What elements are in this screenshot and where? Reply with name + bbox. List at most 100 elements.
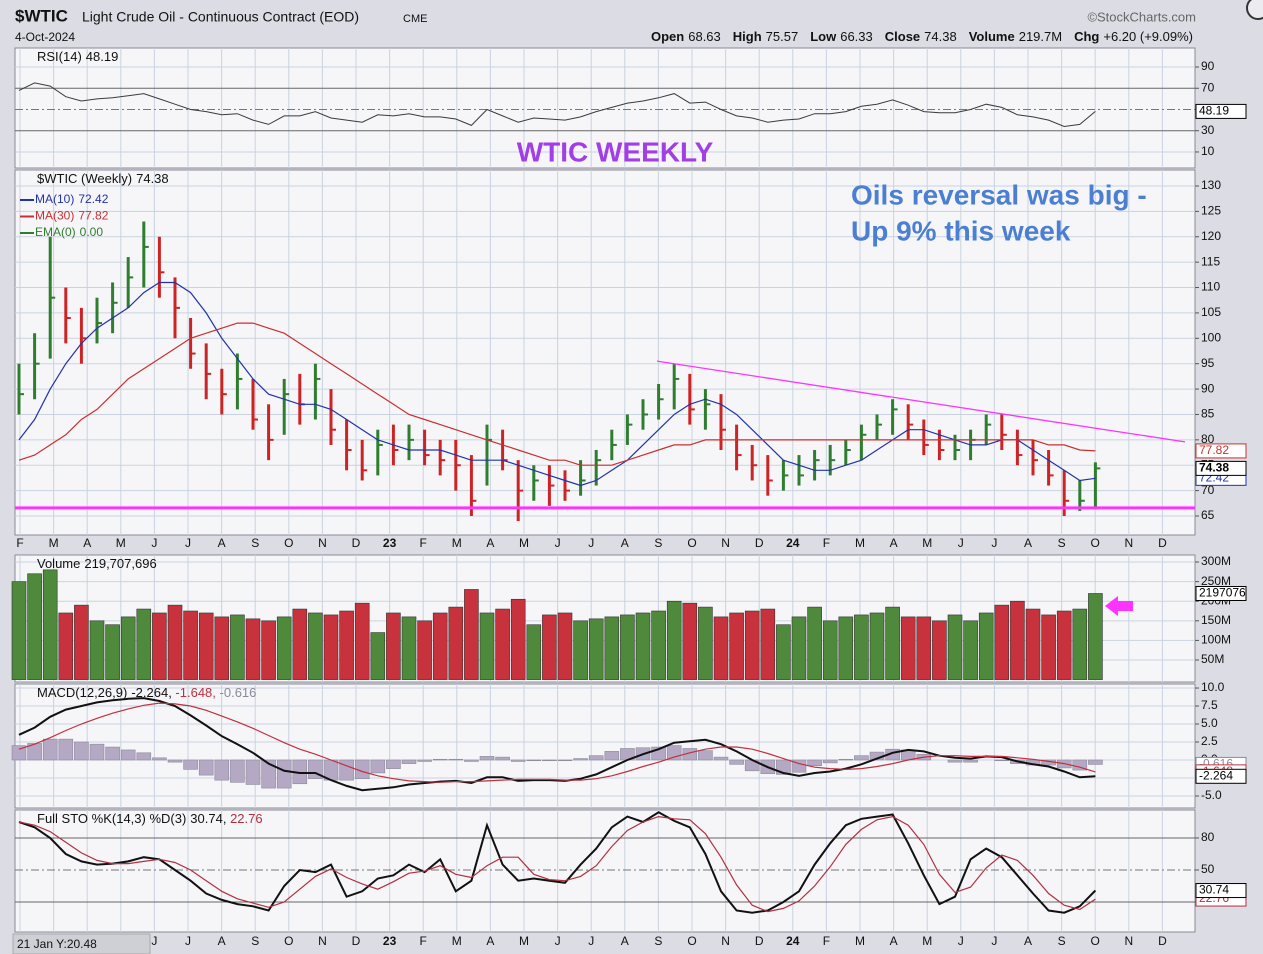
y-tick-label: 70 bbox=[1201, 80, 1215, 94]
legend-value: 77.82 bbox=[78, 209, 108, 223]
histogram-bar bbox=[370, 759, 386, 774]
volume-bar bbox=[417, 620, 432, 680]
volume-bar bbox=[11, 581, 27, 680]
volume-bar bbox=[370, 632, 386, 680]
volume-bar bbox=[1072, 608, 1088, 680]
x-tick-label: M bbox=[855, 536, 865, 550]
legend-entry: MA(10) 72.42 bbox=[35, 192, 109, 206]
y-tick-label: 130 bbox=[1201, 178, 1221, 192]
symbol: $WTIC bbox=[15, 6, 68, 25]
annotation: Up 9% this week bbox=[851, 215, 1071, 246]
x-tick-label: D bbox=[755, 536, 764, 550]
y-tick-label: 85 bbox=[1201, 407, 1215, 421]
value-tag-label: 48.19 bbox=[1199, 104, 1229, 118]
x-tick-label: S bbox=[1058, 934, 1066, 948]
volume-bar bbox=[386, 612, 401, 680]
x-tick-label: D bbox=[1158, 934, 1167, 948]
volume-bar bbox=[526, 624, 542, 680]
x-tick-label: J bbox=[555, 934, 561, 948]
x-tick-label: F bbox=[823, 536, 830, 550]
legend-entry: EMA(0) 0.00 bbox=[35, 225, 103, 239]
y-tick-label: -5.0 bbox=[1201, 788, 1222, 802]
volume-bar bbox=[1088, 593, 1103, 680]
panel-legend: RSI(14) 48.19 bbox=[37, 49, 118, 64]
y-tick-label: 2.5 bbox=[1201, 734, 1218, 748]
volume-bar bbox=[308, 612, 323, 680]
x-tick-label: S bbox=[1058, 536, 1066, 550]
histogram-bar bbox=[479, 756, 495, 761]
x-tick-label: J bbox=[151, 536, 157, 550]
volume-bar bbox=[666, 600, 682, 680]
x-tick-label: N bbox=[1124, 536, 1133, 550]
annotation: WTIC WEEKLY bbox=[517, 136, 714, 167]
legend-title: MACD(12,26,9) bbox=[37, 685, 127, 700]
quote-value: +6.20 (+9.09%) bbox=[1103, 29, 1193, 44]
value-tag-label: 2197076 bbox=[1199, 586, 1246, 600]
x-tick-label: M bbox=[116, 536, 126, 550]
x-tick-label: A bbox=[486, 536, 494, 550]
close-icon[interactable] bbox=[1246, 0, 1263, 20]
x-tick-label: F bbox=[16, 536, 23, 550]
histogram-bar bbox=[230, 759, 245, 783]
x-tick-label: O bbox=[284, 934, 293, 948]
volume-bar bbox=[261, 620, 276, 680]
histogram-bar bbox=[838, 758, 854, 761]
volume-bar bbox=[495, 608, 510, 680]
exchange: CME bbox=[403, 13, 427, 25]
histogram-bar bbox=[120, 749, 136, 761]
panel-legend: MACD(12,26,9) -2.264, -1.648, -0.616 bbox=[37, 685, 256, 700]
x-tick-label: 23 bbox=[383, 934, 397, 948]
x-tick-label: N bbox=[721, 934, 730, 948]
brand: ©StockCharts.com bbox=[1087, 9, 1196, 24]
panel-legend: $WTIC (Weekly) 74.38 bbox=[37, 171, 169, 186]
histogram-bar bbox=[526, 759, 542, 762]
indicator-line bbox=[18, 815, 1096, 913]
x-tick-label: M bbox=[519, 934, 529, 948]
histogram-bar bbox=[666, 745, 682, 761]
legend-value: 48.19 bbox=[86, 49, 119, 64]
y-tick-label: 50M bbox=[1201, 652, 1224, 666]
panel-legend: Full STO %K(14,3) %D(3) 30.74, 22.76 bbox=[37, 811, 263, 826]
x-tick-label: A bbox=[83, 536, 91, 550]
y-tick-label: 115 bbox=[1201, 254, 1220, 268]
y-tick-label: 65 bbox=[1201, 508, 1215, 522]
volume-bar bbox=[167, 604, 183, 680]
value-tag bbox=[1195, 443, 1247, 459]
y-tick-label: 30 bbox=[1201, 123, 1215, 137]
x-tick-label: O bbox=[687, 934, 696, 948]
histogram-bar bbox=[167, 759, 183, 763]
volume-bar bbox=[682, 602, 698, 680]
histogram-bar bbox=[713, 756, 729, 761]
histogram-bar bbox=[698, 750, 713, 761]
legend-value: 22.76 bbox=[230, 811, 263, 826]
x-tick-label: N bbox=[318, 536, 327, 550]
histogram-bar bbox=[947, 759, 963, 763]
y-tick-label: 110 bbox=[1201, 280, 1220, 294]
y-tick-label: 10.0 bbox=[1201, 680, 1225, 694]
volume-bar bbox=[916, 616, 932, 680]
histogram-bar bbox=[994, 759, 1010, 762]
volume-bar bbox=[1025, 608, 1041, 680]
quote-value: 74.38 bbox=[924, 29, 957, 44]
volume-bar bbox=[354, 602, 370, 680]
histogram-bar bbox=[401, 759, 417, 764]
volume-bar bbox=[588, 618, 604, 680]
legend-value: 30.74 bbox=[190, 811, 223, 826]
x-tick-label: M bbox=[519, 536, 529, 550]
histogram-bar bbox=[432, 758, 448, 761]
legend-value: -1.648 bbox=[175, 685, 212, 700]
indicator-line bbox=[18, 82, 1096, 128]
x-tick-label: J bbox=[151, 934, 157, 948]
indicator-line bbox=[18, 702, 1096, 783]
histogram-bar bbox=[448, 758, 464, 761]
panel bbox=[14, 809, 1196, 933]
volume-bar bbox=[42, 569, 58, 680]
histogram-bar bbox=[807, 759, 822, 767]
legend-value: 72.42 bbox=[78, 192, 108, 206]
volume-bar bbox=[963, 620, 978, 680]
histogram-bar bbox=[74, 741, 89, 761]
annotation: Oils reversal was big - bbox=[851, 179, 1147, 210]
histogram-bar bbox=[339, 759, 354, 781]
legend-value: -0.616 bbox=[220, 685, 257, 700]
histogram-bar bbox=[573, 758, 588, 761]
